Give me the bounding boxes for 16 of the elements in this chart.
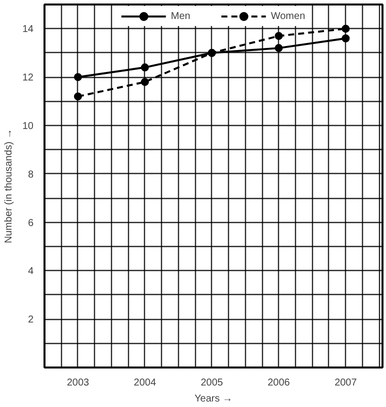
x-axis-title: Years → [194, 394, 232, 404]
x-tick-label: 2004 [134, 378, 156, 388]
x-tick-label: 2003 [66, 378, 90, 388]
y-tick-label: 8 [28, 169, 34, 180]
legend-label: Women [270, 10, 306, 22]
y-tick-label: 6 [28, 218, 34, 229]
y-tick-label: 2 [28, 314, 34, 326]
y-tick-label: 4 [28, 266, 34, 278]
x-tick-label: 2005 [200, 378, 224, 388]
x-tick-label: 2007 [334, 378, 358, 388]
x-tick-label: 2006 [268, 378, 290, 388]
y-tick-label: 10 [22, 121, 34, 132]
y-axis-title: Number (in thousands) → [3, 128, 14, 244]
y-tick-label: 14 [22, 24, 34, 36]
y-tick-label: 12 [22, 72, 34, 84]
legend-label: Men [170, 10, 191, 22]
